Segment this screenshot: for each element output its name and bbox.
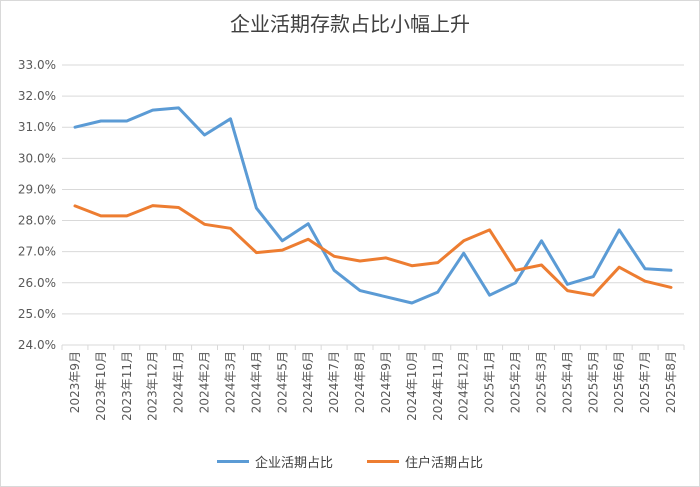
x-tick-label: 2024年2月 (198, 351, 212, 413)
legend-swatch-household (367, 460, 399, 463)
x-tick-label: 2025年3月 (534, 351, 548, 413)
y-tick-label: 25.0% (18, 307, 56, 321)
x-tick-label: 2023年9月 (68, 351, 82, 413)
x-tick-label: 2023年10月 (94, 351, 108, 421)
legend-label-corporate: 企业活期占比 (254, 456, 333, 471)
x-tick-label: 2025年7月 (638, 351, 652, 413)
x-tick-label: 2024年4月 (249, 351, 263, 413)
x-tick-label: 2024年9月 (379, 351, 393, 413)
x-tick-label: 2024年6月 (301, 351, 315, 413)
chart-title: 企业活期存款占比小幅上升 (230, 12, 470, 36)
series-line-1 (73, 204, 673, 297)
y-tick-label: 24.0% (18, 338, 56, 352)
chart-legend: 企业活期占比 住户活期占比 (0, 452, 700, 471)
x-tick-label: 2024年1月 (172, 351, 186, 413)
y-tick-label: 31.0% (18, 120, 56, 134)
x-tick-label: 2025年1月 (483, 351, 497, 413)
x-tick-label: 2025年2月 (509, 351, 523, 413)
x-tick-label: 2024年5月 (275, 351, 289, 413)
y-tick-label: 32.0% (18, 89, 56, 103)
x-tick-label: 2024年3月 (223, 351, 237, 413)
y-tick-label: 28.0% (18, 214, 56, 228)
y-tick-label: 29.0% (18, 182, 56, 196)
x-tick-label: 2024年8月 (353, 351, 367, 413)
x-tick-label: 2025年4月 (560, 351, 574, 413)
x-tick-label: 2024年11月 (431, 351, 445, 421)
legend-label-household: 住户活期占比 (405, 456, 484, 471)
x-tick-label: 2025年5月 (586, 351, 600, 413)
y-tick-label: 30.0% (18, 151, 56, 165)
legend-item-household: 住户活期占比 (367, 452, 483, 471)
x-tick-label: 2025年6月 (612, 351, 626, 413)
legend-swatch-corporate (216, 460, 249, 463)
x-tick-label: 2024年7月 (327, 351, 341, 413)
x-tick-label: 2024年10月 (405, 351, 419, 421)
y-tick-label: 33.0% (18, 58, 56, 72)
legend-item-corporate: 企业活期占比 (216, 452, 333, 471)
series-line-0 (73, 106, 673, 305)
y-tick-label: 26.0% (18, 276, 56, 290)
x-tick-label: 2023年11月 (120, 351, 134, 421)
x-tick-label: 2024年12月 (457, 351, 471, 421)
x-tick-label: 2025年8月 (664, 351, 678, 413)
x-tick-label: 2023年12月 (146, 351, 160, 421)
y-tick-label: 27.0% (18, 245, 56, 259)
